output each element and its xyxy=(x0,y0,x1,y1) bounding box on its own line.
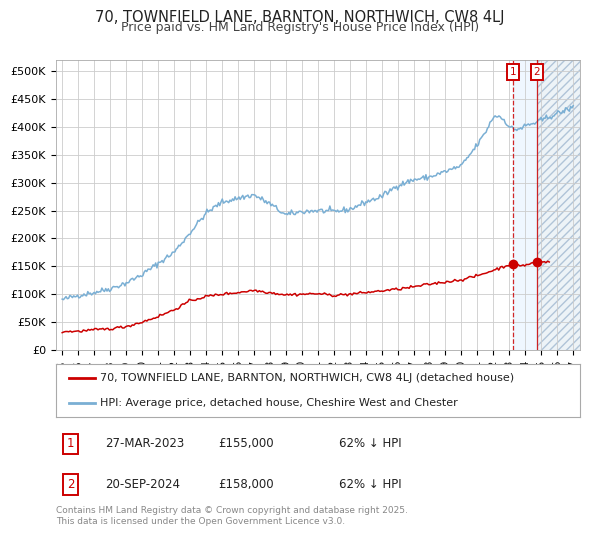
Text: 70, TOWNFIELD LANE, BARNTON, NORTHWICH, CW8 4LJ (detached house): 70, TOWNFIELD LANE, BARNTON, NORTHWICH, … xyxy=(100,374,514,384)
Text: 2: 2 xyxy=(533,67,540,77)
Bar xyxy=(537,60,580,350)
Text: 62% ↓ HPI: 62% ↓ HPI xyxy=(338,478,401,491)
Text: Contains HM Land Registry data © Crown copyright and database right 2025.
This d: Contains HM Land Registry data © Crown c… xyxy=(56,506,407,526)
Text: Price paid vs. HM Land Registry's House Price Index (HPI): Price paid vs. HM Land Registry's House … xyxy=(121,21,479,34)
Text: £158,000: £158,000 xyxy=(218,478,274,491)
Text: £155,000: £155,000 xyxy=(218,437,274,450)
Text: 1: 1 xyxy=(509,67,517,77)
Text: 70, TOWNFIELD LANE, BARNTON, NORTHWICH, CW8 4LJ: 70, TOWNFIELD LANE, BARNTON, NORTHWICH, … xyxy=(95,10,505,25)
Bar xyxy=(537,60,580,350)
Text: 20-SEP-2024: 20-SEP-2024 xyxy=(106,478,181,491)
Text: 27-MAR-2023: 27-MAR-2023 xyxy=(106,437,185,450)
Text: 2: 2 xyxy=(67,478,74,491)
Text: HPI: Average price, detached house, Cheshire West and Chester: HPI: Average price, detached house, Ches… xyxy=(100,398,458,408)
Text: 62% ↓ HPI: 62% ↓ HPI xyxy=(338,437,401,450)
Bar xyxy=(513,60,537,350)
Text: 1: 1 xyxy=(67,437,74,450)
